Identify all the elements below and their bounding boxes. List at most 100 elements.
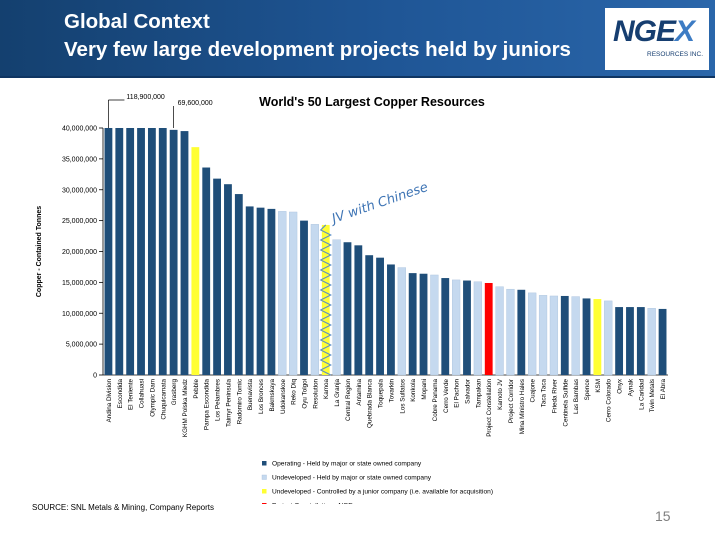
logo-subtext: RESOURCES INC.	[647, 51, 703, 58]
x-tick-label: Escondida	[117, 379, 124, 409]
x-tick-label: Taca Taca	[541, 379, 548, 408]
x-tick-label: Udokanskoe	[280, 379, 287, 415]
x-tick-label: El Teniente	[128, 379, 135, 411]
bar-el-pachon	[452, 279, 461, 376]
y-tick-label: 15,000,000	[62, 280, 97, 287]
x-tick-label: Twin Metals	[649, 379, 656, 412]
x-tick-label: Quebrada Blanca	[367, 379, 374, 429]
bar-cuajone	[528, 292, 537, 376]
x-tick-label: Mina Ministro Hales	[519, 379, 526, 434]
x-tick-label: Los Bronces	[258, 379, 265, 414]
x-tick-label: Kamoto JV	[497, 378, 504, 410]
x-tick-label: Reko Diq	[291, 379, 298, 405]
page-number: 15	[655, 508, 671, 524]
slide-title: Global Context	[64, 10, 210, 33]
ngex-logo: NGEX RESOURCES INC.	[605, 8, 709, 70]
bar-el-abra	[658, 308, 667, 375]
x-tick-label: Aynak	[627, 378, 634, 396]
annotation-label: 69,600,000	[178, 100, 213, 107]
bar-kghm-polska-miedz	[180, 131, 189, 375]
bar-kamoto-jv	[495, 286, 504, 376]
x-tick-label: Las Bambas	[573, 379, 580, 414]
bar-aynak	[626, 307, 634, 375]
x-tick-label: Mopani	[421, 379, 428, 400]
bar-radomiro-tomic	[234, 194, 243, 375]
bar-taimyr-peninsula	[224, 184, 232, 375]
bar-pampa-escondida	[202, 167, 211, 375]
jv-annotation: JV with Chinese	[327, 180, 430, 228]
bar-central-region	[343, 242, 352, 375]
bar-los-bronces	[256, 207, 265, 375]
bar-ksm	[593, 299, 602, 375]
x-tick-label: Buenavista	[247, 379, 254, 411]
logo-wordmark-main: NGE	[613, 15, 676, 48]
bar-escondida	[115, 128, 124, 375]
bar-los-sulfatos	[397, 267, 406, 376]
bar-salvador	[463, 280, 471, 375]
x-tick-label: Taimyr Peninsula	[225, 379, 232, 427]
bar-cerro-colorado	[604, 300, 613, 376]
x-tick-label: Los Sulfatos	[399, 379, 406, 414]
bar-la-granja	[332, 239, 341, 376]
x-tick-label: Radomiro Tomic	[236, 379, 243, 424]
x-tick-label: Kamoa	[323, 379, 330, 399]
bar-oyu-tolgoi	[300, 220, 308, 375]
bar-project-corridor	[506, 288, 515, 376]
x-tick-label: El Abra	[660, 379, 667, 400]
x-tick-label: Spence	[584, 379, 591, 401]
kamoa-wave-overlay	[319, 224, 332, 376]
legend-swatch-ngex	[262, 503, 267, 504]
bar-grasberg	[169, 129, 178, 375]
bar-konkola	[408, 273, 417, 375]
y-tick-label: 30,000,000	[62, 187, 97, 194]
annotation-label: 118,900,000	[126, 94, 165, 101]
x-tick-label: Cerro Verde	[443, 379, 450, 413]
x-tick-label: Cuajone	[530, 379, 537, 403]
bar-resolution	[310, 224, 319, 376]
bar-toquepala	[376, 257, 384, 375]
header-divider	[0, 76, 715, 78]
logo-wordmark-x: X	[675, 15, 695, 48]
x-tick-label: Los Pelambres	[215, 379, 222, 421]
x-tick-label: Collahuasi	[139, 379, 146, 408]
x-tick-label: La Caridad	[638, 379, 645, 410]
x-tick-label: Frieda River	[551, 379, 558, 413]
header-background	[0, 0, 715, 78]
x-tick-label: Tampakan	[475, 379, 482, 409]
bar-project-constellation	[484, 282, 493, 375]
chart-title: World's 50 Largest Copper Resources	[259, 95, 485, 109]
bar-tampakan	[473, 281, 482, 376]
y-axis-label: Copper - Contained Tonnes	[36, 206, 43, 297]
x-tick-label: Pebble	[193, 379, 200, 399]
y-tick-label: 10,000,000	[62, 311, 97, 318]
bar-antamina	[354, 245, 363, 375]
legend-label-ngex: Project Constellation - NGEx	[272, 503, 357, 505]
x-tick-label: Salvador	[464, 379, 471, 404]
x-tick-label: Project Corridor	[508, 379, 515, 423]
bar-taca-taca	[538, 295, 548, 376]
y-tick-label: 35,000,000	[62, 156, 97, 163]
x-tick-label: El Pachon	[454, 379, 461, 408]
y-tick-label: 5,000,000	[66, 342, 97, 349]
legend-swatch-undeveloped-junior	[262, 489, 267, 494]
x-tick-label: Resolution	[312, 379, 319, 409]
x-tick-label: Konkola	[410, 379, 417, 402]
x-tick-label: KGHM Polska Miedz	[182, 379, 189, 437]
slide-header: Global Context Very few large developmen…	[0, 0, 715, 78]
x-tick-label: Pampa Escondida	[204, 379, 211, 431]
x-tick-label: Central Region	[345, 379, 352, 422]
x-tick-label: La Granja	[334, 379, 341, 407]
bar-quebrada-blanca	[365, 255, 374, 375]
legend-label-undeveloped-major: Undeveloped - Held by major or state own…	[272, 475, 432, 482]
bar-spence	[582, 298, 591, 375]
bar-mopani	[419, 273, 428, 375]
x-tick-label: Cerro Colorado	[606, 379, 613, 423]
logo-wordmark: NGEX	[613, 15, 695, 49]
legend-label-undeveloped-junior: Undeveloped - Controlled by a junior com…	[272, 489, 493, 496]
bar-centinela-sulfide	[560, 295, 569, 375]
x-tick-label: Centinela Sulfide	[562, 379, 569, 427]
y-tick-label: 20,000,000	[62, 249, 97, 256]
bar-bakmskaya	[267, 208, 276, 375]
bar-las-bambas	[571, 296, 580, 376]
bar-buenavista	[245, 206, 254, 375]
